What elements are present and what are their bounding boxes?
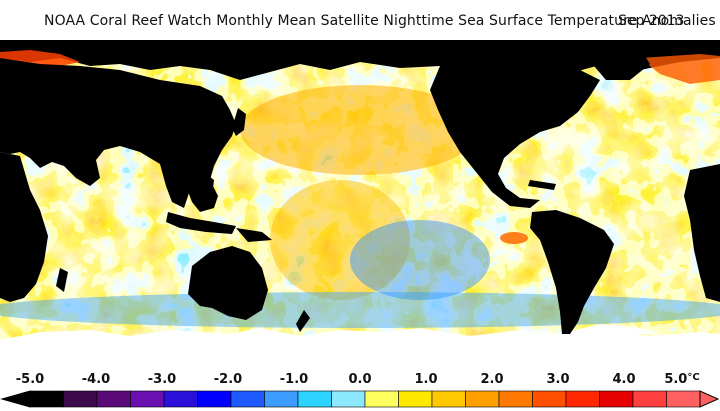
colorbar-tick: 3.0 (546, 372, 570, 387)
colorbar-swatch (666, 390, 701, 408)
africa-land-east (684, 164, 720, 302)
map-date: Sep 2013 (618, 13, 685, 29)
colorbar-tick: 4.0 (612, 372, 636, 387)
colorbar-tick-labels: -5.0 -4.0 -3.0 -2.0 -1.0 0.0 1.0 2.0 3.0… (0, 372, 720, 390)
madagascar-land (56, 268, 68, 292)
colorbar-swatch (465, 390, 500, 408)
australia-land (188, 246, 268, 320)
colorbar-swatch (331, 390, 366, 408)
colorbar-tick: 1.0 (414, 372, 438, 387)
japan-land (232, 108, 246, 136)
colorbar-tick: -5.0 (15, 372, 45, 387)
north-pacific-warm-region (240, 85, 480, 175)
colorbar-swatch (297, 390, 332, 408)
east-pacific-warm-spot (500, 232, 528, 244)
colorbar-tick: 0.0 (348, 372, 372, 387)
sst-anomaly-map (0, 40, 720, 370)
colorbar-swatch (632, 390, 667, 408)
southeast-pacific-cool-region (350, 220, 490, 300)
colorbar-swatch (364, 390, 399, 408)
colorbar (0, 390, 720, 408)
africa-land (0, 152, 48, 302)
antarctica-ice (0, 328, 720, 370)
indonesia-land (166, 212, 236, 234)
colorbar-swatch (130, 390, 165, 408)
weddell-sea-ice (560, 324, 660, 334)
barents-warm-anomaly (640, 54, 720, 84)
colorbar-unit: °C (687, 372, 700, 383)
map-title: NOAA Coral Reef Watch Monthly Mean Satel… (44, 13, 716, 29)
colorbar-swatch (63, 390, 98, 408)
colorbar-swatch (498, 390, 533, 408)
colorbar-tick: -2.0 (213, 372, 243, 387)
colorbar-swatch (565, 390, 600, 408)
colorbar-swatch (431, 390, 466, 408)
colorbar-high-arrow (699, 390, 720, 408)
new-zealand-land (296, 310, 310, 332)
southern-ocean-cool-band (0, 292, 720, 328)
colorbar-swatch (264, 390, 299, 408)
colorbar-swatch (29, 390, 64, 408)
colorbar-swatch (163, 390, 198, 408)
colorbar-tick: 5.0°C (664, 372, 700, 387)
cuba-land (528, 180, 556, 190)
colorbar-swatch (96, 390, 131, 408)
colorbar-tick: -3.0 (147, 372, 177, 387)
colorbar-tick: -1.0 (279, 372, 309, 387)
colorbar-swatch (398, 390, 433, 408)
greenland-land (590, 48, 650, 80)
colorbar-swatch (599, 390, 634, 408)
indochina-land (160, 164, 190, 208)
north-america-land (430, 64, 600, 208)
colorbar-swatch (532, 390, 567, 408)
colorbar-tick: -4.0 (81, 372, 111, 387)
colorbar-low-arrow (0, 390, 31, 408)
colorbar-swatch (230, 390, 265, 408)
new-guinea-land (236, 228, 272, 242)
south-america-land (530, 210, 614, 334)
philippines-land (204, 174, 214, 196)
colorbar-tick: 2.0 (480, 372, 504, 387)
central-pacific-warm-region (270, 180, 410, 300)
map-title-bar: NOAA Coral Reef Watch Monthly Mean Satel… (0, 0, 720, 40)
colorbar-swatch (197, 390, 232, 408)
